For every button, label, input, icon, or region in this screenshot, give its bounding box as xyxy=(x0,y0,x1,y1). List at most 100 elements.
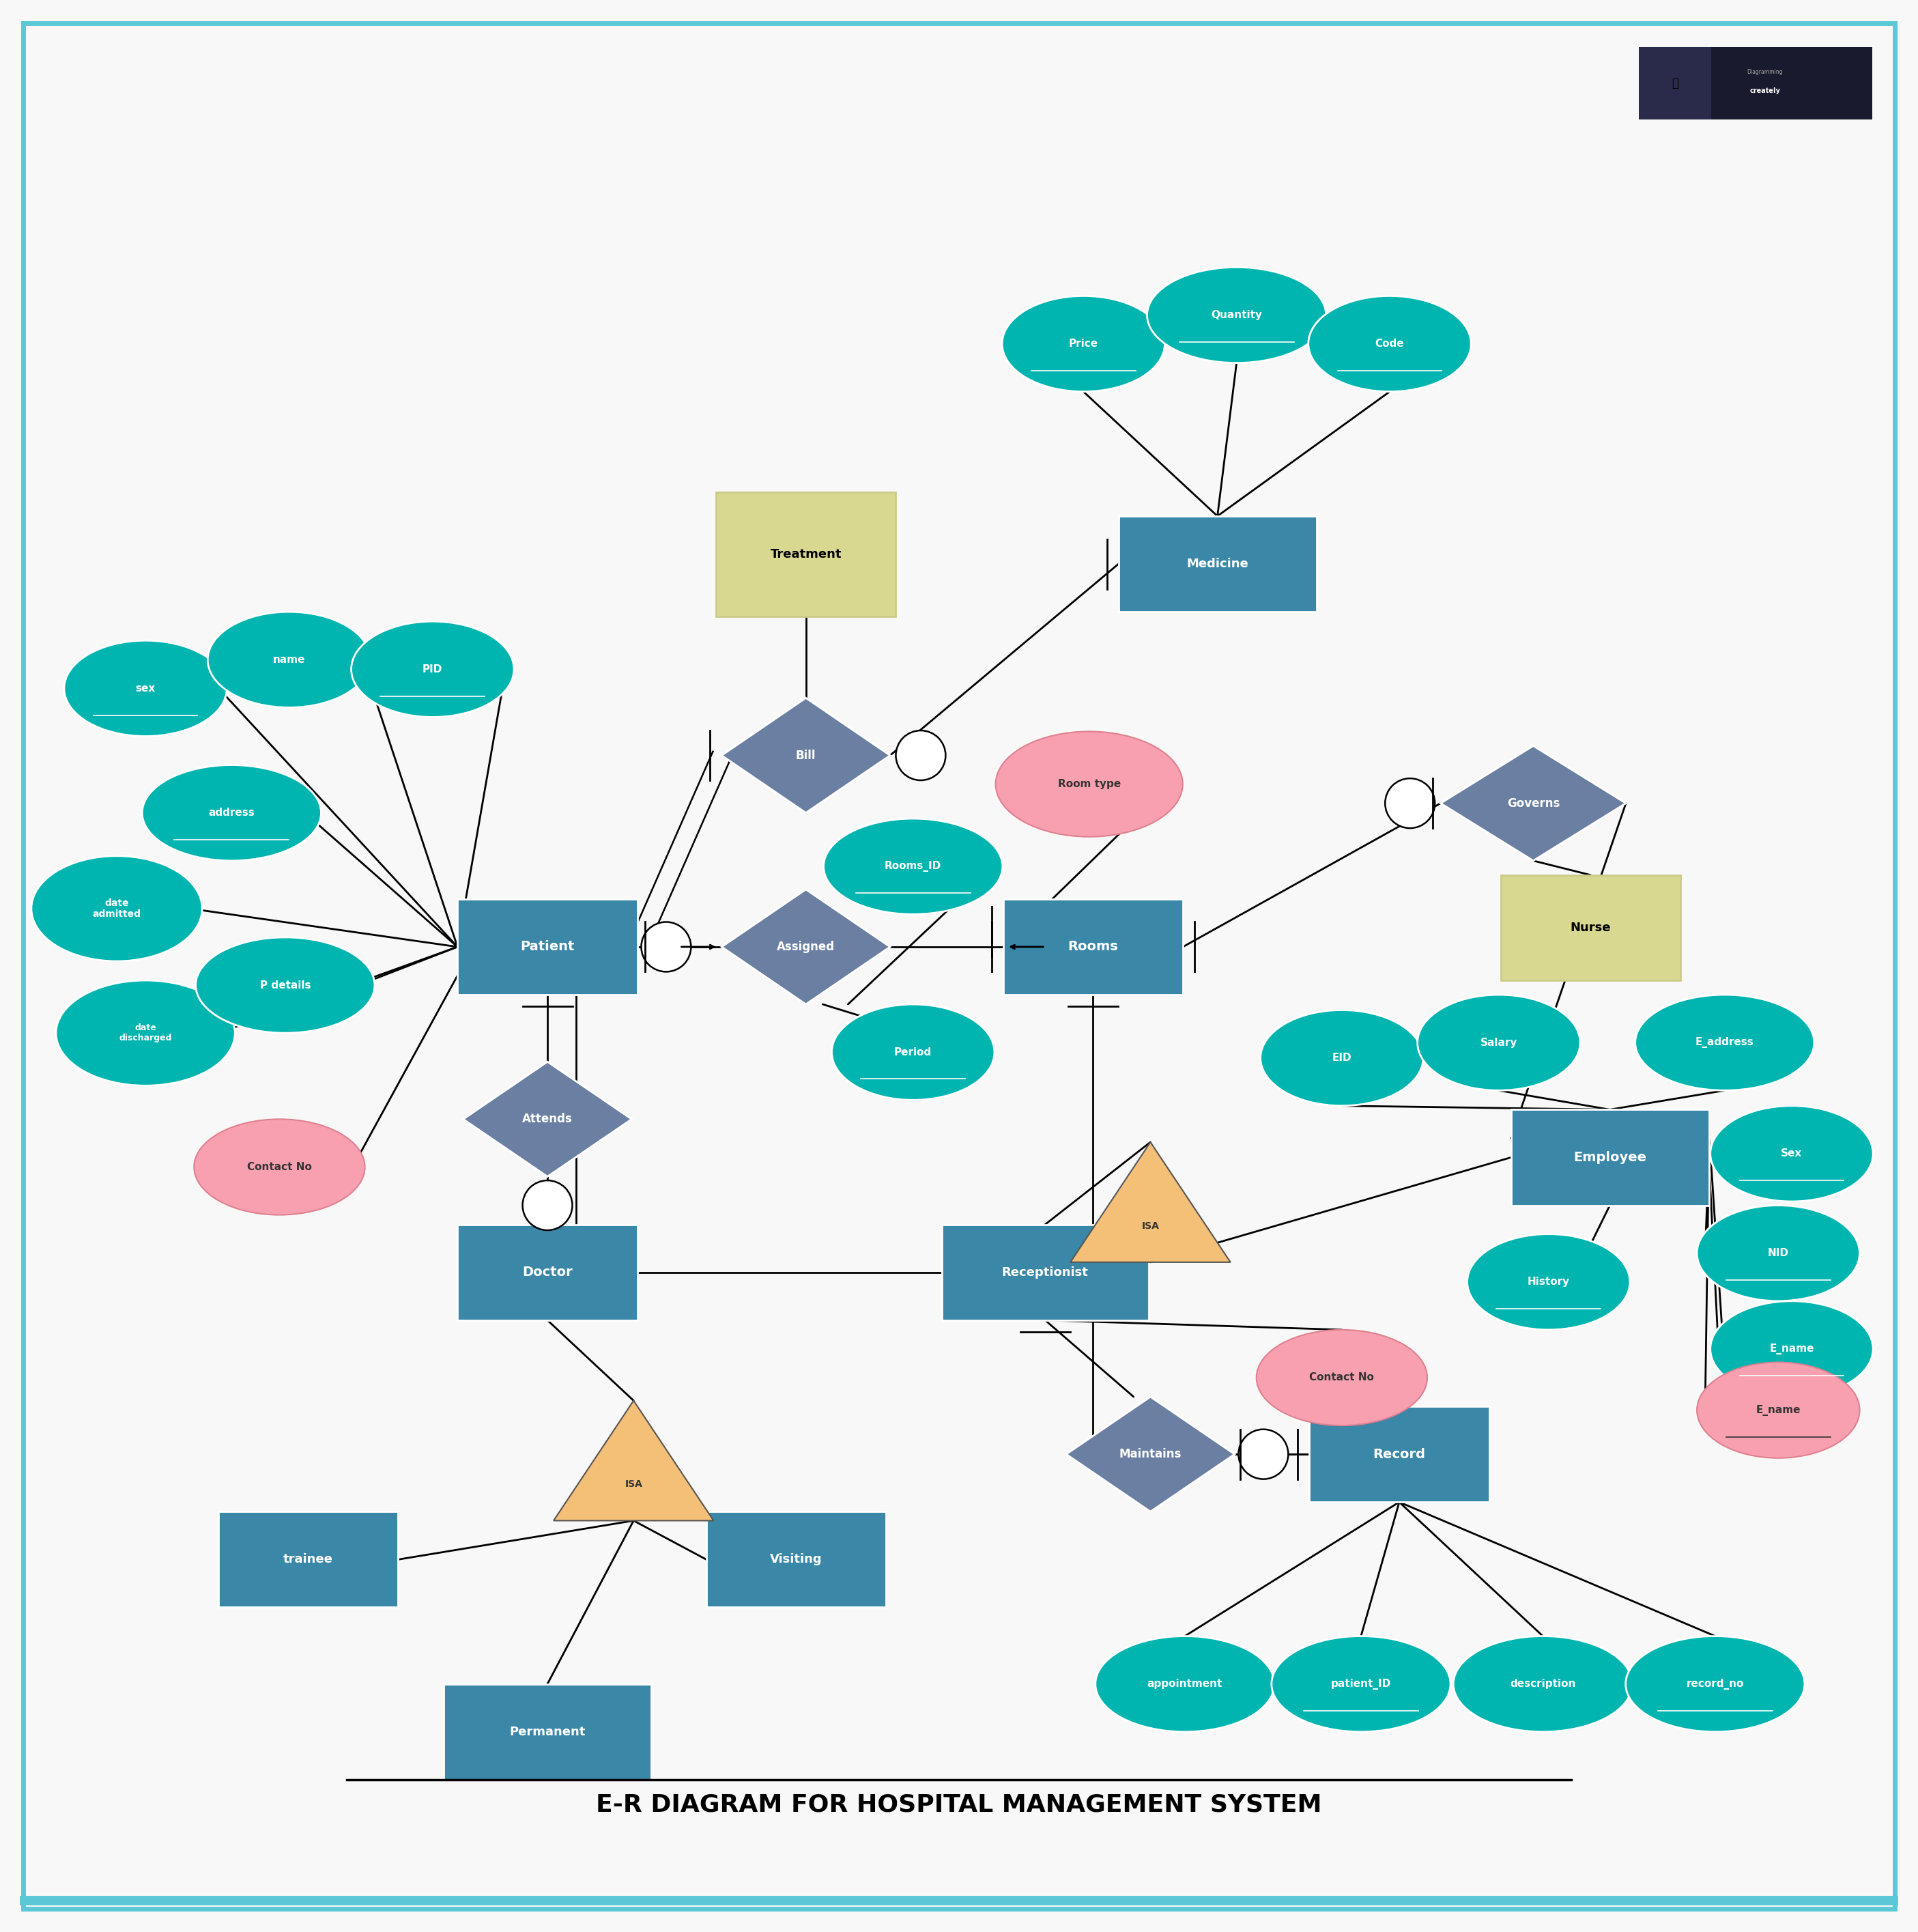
Text: Receptionist: Receptionist xyxy=(1001,1265,1088,1279)
Text: Contact No: Contact No xyxy=(1310,1372,1373,1383)
Circle shape xyxy=(1239,1430,1289,1480)
Text: Sex: Sex xyxy=(1782,1148,1803,1159)
Ellipse shape xyxy=(1636,995,1814,1090)
Ellipse shape xyxy=(995,732,1183,837)
Circle shape xyxy=(641,922,690,972)
Ellipse shape xyxy=(207,612,370,707)
Text: Maintains: Maintains xyxy=(1120,1449,1181,1461)
Text: Salary: Salary xyxy=(1481,1037,1517,1047)
Text: NID: NID xyxy=(1768,1248,1789,1258)
Text: Treatment: Treatment xyxy=(771,549,842,560)
Polygon shape xyxy=(1440,746,1626,860)
Text: Doctor: Doctor xyxy=(522,1265,573,1279)
Ellipse shape xyxy=(31,856,201,962)
Text: Price: Price xyxy=(1068,338,1099,350)
Text: Medicine: Medicine xyxy=(1187,558,1249,570)
FancyBboxPatch shape xyxy=(1310,1406,1488,1501)
Text: Governs: Governs xyxy=(1508,798,1559,810)
Text: ISA: ISA xyxy=(625,1480,643,1490)
Text: description: description xyxy=(1509,1679,1577,1689)
Ellipse shape xyxy=(1454,1636,1632,1731)
Text: Attends: Attends xyxy=(522,1113,573,1124)
Text: date
admitted: date admitted xyxy=(92,898,142,920)
FancyBboxPatch shape xyxy=(1500,875,1680,980)
FancyBboxPatch shape xyxy=(458,1225,637,1320)
FancyBboxPatch shape xyxy=(1511,1109,1709,1206)
Text: ISA: ISA xyxy=(1141,1221,1158,1231)
FancyBboxPatch shape xyxy=(458,898,637,995)
Ellipse shape xyxy=(196,937,374,1034)
Text: trainee: trainee xyxy=(284,1553,334,1565)
Polygon shape xyxy=(464,1063,631,1177)
Text: date
discharged: date discharged xyxy=(119,1024,173,1043)
Text: 💡: 💡 xyxy=(1671,77,1678,89)
Text: Patient: Patient xyxy=(520,941,575,952)
FancyBboxPatch shape xyxy=(706,1511,886,1607)
Ellipse shape xyxy=(1147,267,1325,363)
Circle shape xyxy=(522,1180,572,1231)
Text: Assigned: Assigned xyxy=(777,941,834,952)
Circle shape xyxy=(896,730,946,781)
FancyBboxPatch shape xyxy=(1118,516,1316,612)
Ellipse shape xyxy=(1001,296,1164,392)
Ellipse shape xyxy=(1308,296,1471,392)
Text: Rooms: Rooms xyxy=(1068,941,1118,952)
Text: E_name: E_name xyxy=(1768,1343,1814,1354)
Polygon shape xyxy=(554,1401,713,1520)
Text: E_address: E_address xyxy=(1696,1037,1753,1047)
Text: Visiting: Visiting xyxy=(771,1553,823,1565)
Ellipse shape xyxy=(1626,1636,1805,1731)
Polygon shape xyxy=(721,697,890,813)
Text: P details: P details xyxy=(259,980,311,991)
FancyBboxPatch shape xyxy=(219,1511,399,1607)
Ellipse shape xyxy=(194,1119,364,1215)
Text: name: name xyxy=(272,655,305,665)
FancyBboxPatch shape xyxy=(443,1685,650,1779)
Polygon shape xyxy=(721,889,890,1005)
FancyBboxPatch shape xyxy=(942,1225,1149,1320)
Text: Period: Period xyxy=(894,1047,932,1057)
Text: Contact No: Contact No xyxy=(247,1161,313,1173)
Circle shape xyxy=(1385,779,1435,829)
Polygon shape xyxy=(1066,1397,1235,1511)
FancyBboxPatch shape xyxy=(1638,46,1872,120)
Text: Code: Code xyxy=(1375,338,1404,350)
Text: Rooms_ID: Rooms_ID xyxy=(884,862,942,871)
Text: Quantity: Quantity xyxy=(1210,309,1262,321)
Text: Diagramming: Diagramming xyxy=(1747,70,1784,75)
Text: appointment: appointment xyxy=(1147,1679,1222,1689)
FancyBboxPatch shape xyxy=(1003,898,1183,995)
Text: record_no: record_no xyxy=(1686,1679,1743,1689)
Text: E-R DIAGRAM FOR HOSPITAL MANAGEMENT SYSTEM: E-R DIAGRAM FOR HOSPITAL MANAGEMENT SYST… xyxy=(596,1793,1322,1816)
Text: sex: sex xyxy=(136,684,155,694)
Ellipse shape xyxy=(142,765,320,860)
Ellipse shape xyxy=(823,819,1003,914)
Text: EID: EID xyxy=(1333,1053,1352,1063)
Ellipse shape xyxy=(63,641,226,736)
Text: creately: creately xyxy=(1749,87,1780,95)
Ellipse shape xyxy=(832,1005,994,1099)
Ellipse shape xyxy=(1697,1362,1860,1459)
Polygon shape xyxy=(1070,1142,1231,1262)
Ellipse shape xyxy=(56,980,234,1086)
FancyBboxPatch shape xyxy=(1638,46,1711,120)
Ellipse shape xyxy=(1272,1636,1450,1731)
FancyBboxPatch shape xyxy=(715,493,896,616)
Text: Record: Record xyxy=(1373,1447,1425,1461)
Ellipse shape xyxy=(1417,995,1580,1090)
Text: E_name: E_name xyxy=(1755,1405,1801,1416)
Ellipse shape xyxy=(1467,1235,1630,1329)
Text: Room type: Room type xyxy=(1057,779,1120,790)
Text: Bill: Bill xyxy=(796,750,815,761)
Text: History: History xyxy=(1527,1277,1569,1287)
Ellipse shape xyxy=(1256,1329,1427,1426)
Text: address: address xyxy=(209,808,255,817)
Text: Permanent: Permanent xyxy=(510,1725,585,1739)
Ellipse shape xyxy=(1095,1636,1274,1731)
Ellipse shape xyxy=(1260,1010,1423,1105)
Ellipse shape xyxy=(1697,1206,1860,1300)
Text: Employee: Employee xyxy=(1573,1151,1646,1163)
Ellipse shape xyxy=(1711,1105,1874,1202)
Ellipse shape xyxy=(1711,1300,1874,1397)
Text: Nurse: Nurse xyxy=(1571,922,1611,933)
